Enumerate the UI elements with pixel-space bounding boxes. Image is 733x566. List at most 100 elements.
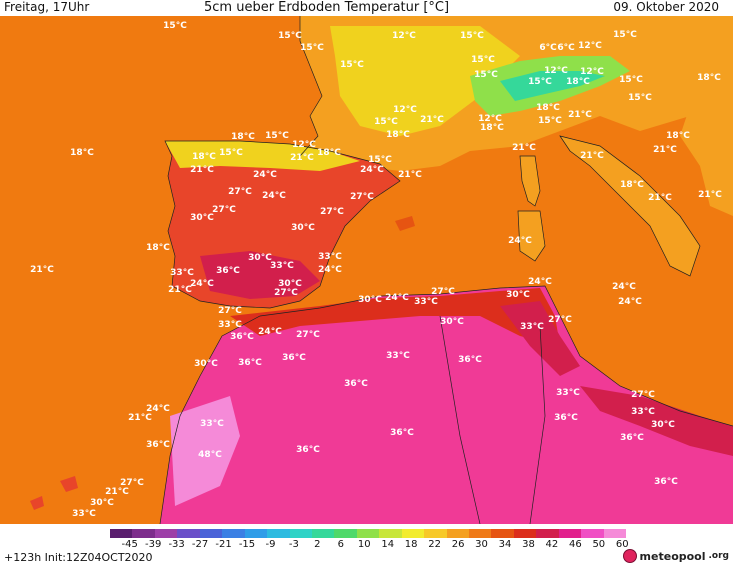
color-scale-cell bbox=[603, 529, 627, 538]
color-scale-bar bbox=[110, 529, 627, 538]
temperature-label: 18°C bbox=[192, 152, 216, 162]
color-scale-tick: 22 bbox=[428, 539, 441, 550]
temperature-label: 15°C bbox=[300, 43, 324, 53]
temperature-label: 33°C bbox=[200, 419, 224, 429]
temperature-label: 33°C bbox=[218, 320, 242, 330]
temperature-label: 33°C bbox=[72, 509, 96, 519]
color-scale-cell bbox=[132, 529, 155, 538]
land-tunisia bbox=[500, 301, 580, 376]
temperature-label: 21°C bbox=[105, 487, 129, 497]
land-canary bbox=[60, 476, 78, 492]
temperature-label: 36°C bbox=[238, 358, 262, 368]
temperature-label: 36°C bbox=[554, 413, 578, 423]
temperature-label: 27°C bbox=[120, 478, 144, 488]
brand-tld: .org bbox=[708, 551, 729, 561]
temperature-label: 15°C bbox=[528, 77, 552, 87]
temperature-label: 27°C bbox=[218, 306, 242, 316]
temperature-label: 36°C bbox=[146, 440, 170, 450]
color-scale-cell bbox=[289, 529, 312, 538]
temperature-label: 15°C bbox=[340, 60, 364, 70]
land-iberia-south-hot bbox=[200, 251, 320, 299]
temperature-label: 36°C bbox=[620, 433, 644, 443]
temperature-label: 21°C bbox=[420, 115, 444, 125]
meteopool-logo-icon bbox=[622, 549, 637, 563]
temperature-label: 36°C bbox=[216, 266, 240, 276]
temperature-label: 24°C bbox=[146, 404, 170, 414]
forecast-time: Freitag, 17Uhr bbox=[4, 0, 90, 14]
land-balearic bbox=[395, 216, 415, 231]
temperature-label: 30°C bbox=[506, 290, 530, 300]
temperature-label: 24°C bbox=[262, 191, 286, 201]
temperature-label: 30°C bbox=[278, 279, 302, 289]
temperature-label: 15°C bbox=[374, 117, 398, 127]
temperature-label: 6°C bbox=[557, 43, 575, 53]
temperature-label: 15°C bbox=[163, 21, 187, 31]
color-scale-cell bbox=[401, 529, 425, 538]
color-scale-tick: -21 bbox=[215, 539, 232, 550]
land-morocco-hot bbox=[170, 396, 240, 506]
color-scale-cell bbox=[199, 529, 223, 538]
temperature-label: 15°C bbox=[619, 75, 643, 85]
color-scale-tick: 26 bbox=[451, 539, 465, 550]
temperature-label: 18°C bbox=[620, 180, 644, 190]
temperature-label: 30°C bbox=[90, 498, 114, 508]
temperature-label: 21°C bbox=[698, 190, 722, 200]
temperature-label: 12°C bbox=[478, 114, 502, 124]
color-scale-tick: -45 bbox=[121, 539, 138, 550]
color-scale-cell bbox=[222, 529, 245, 538]
temperature-label: 33°C bbox=[556, 388, 580, 398]
color-scale-cell bbox=[581, 529, 604, 538]
temperature-label: 24°C bbox=[360, 165, 384, 175]
temperature-label: 18°C bbox=[480, 123, 504, 133]
temperature-label: 27°C bbox=[320, 207, 344, 217]
temperature-label: 33°C bbox=[386, 351, 410, 361]
temperature-label: 15°C bbox=[471, 55, 495, 65]
land-libya-coast bbox=[580, 386, 733, 456]
temperature-label: 12°C bbox=[292, 140, 316, 150]
land-north-africa bbox=[160, 286, 733, 524]
temperature-label: 24°C bbox=[618, 297, 642, 307]
temperature-label: 27°C bbox=[350, 192, 374, 202]
temperature-label: 15°C bbox=[460, 31, 484, 41]
temperature-label: 36°C bbox=[458, 355, 482, 365]
temperature-label: 15°C bbox=[265, 131, 289, 141]
color-scale-tick: -33 bbox=[168, 539, 185, 550]
temperature-label: 18°C bbox=[566, 77, 590, 87]
temperature-label: 21°C bbox=[648, 193, 672, 203]
color-scale-cell bbox=[311, 529, 335, 538]
color-scale-cell bbox=[424, 529, 447, 538]
temperature-label: 21°C bbox=[290, 153, 314, 163]
color-scale-tick: 6 bbox=[337, 539, 344, 550]
temperature-label: 30°C bbox=[440, 317, 464, 327]
land-iberia-north-yellow bbox=[165, 141, 360, 171]
temperature-label: 30°C bbox=[651, 420, 675, 430]
temperature-label: 12°C bbox=[580, 67, 604, 77]
land-corsica bbox=[520, 156, 540, 206]
color-scale-tick: 18 bbox=[404, 539, 418, 550]
color-scale-tick: 14 bbox=[381, 539, 395, 550]
temperature-label: 6°C bbox=[539, 43, 557, 53]
color-scale-cell bbox=[491, 529, 514, 538]
temperature-label: 15°C bbox=[474, 70, 498, 80]
temperature-label: 24°C bbox=[190, 279, 214, 289]
temperature-label: 36°C bbox=[654, 477, 678, 487]
brand-logo[interactable]: meteopool .org bbox=[622, 549, 729, 563]
temperature-label: 24°C bbox=[385, 293, 409, 303]
temperature-label: 27°C bbox=[212, 205, 236, 215]
temperature-label: 21°C bbox=[580, 151, 604, 161]
temperature-label: 27°C bbox=[631, 390, 655, 400]
temperature-label: 36°C bbox=[282, 353, 306, 363]
color-scale-tick: 46 bbox=[568, 539, 582, 550]
color-scale-tick: -39 bbox=[145, 539, 162, 550]
map-title: 5cm ueber Erdboden Temperatur [°C] bbox=[204, 0, 450, 15]
temperature-label: 21°C bbox=[568, 110, 592, 120]
temperature-label: 36°C bbox=[296, 445, 320, 455]
temperature-label: 33°C bbox=[520, 322, 544, 332]
temperature-label: 24°C bbox=[253, 170, 277, 180]
temperature-map: 15°C15°C15°C12°C 15°C 15°C15°C 15°C15°C6°C 6… bbox=[0, 16, 733, 524]
land-balkans bbox=[680, 66, 733, 216]
temperature-label: 30°C bbox=[190, 213, 214, 223]
temperature-label: 15°C bbox=[613, 30, 637, 40]
temperature-label: 27°C bbox=[274, 288, 298, 298]
